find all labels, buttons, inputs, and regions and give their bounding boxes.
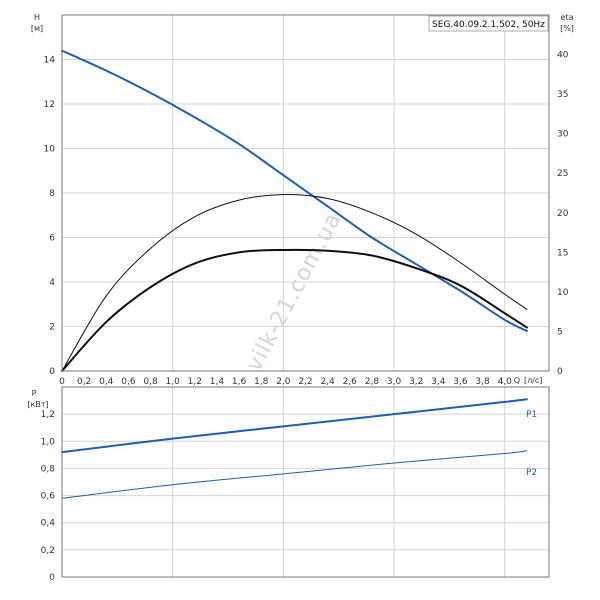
top-plot-frame (61, 14, 550, 372)
h-axis-unit: [м] (31, 24, 43, 33)
h-tick-label: 2 (49, 323, 55, 333)
head-curve (61, 49, 528, 332)
p-tick-label: 0,8 (41, 464, 56, 474)
p2-series-label: P2 (526, 468, 537, 478)
q-tick-label: 1,8 (254, 377, 269, 387)
model-label-box (428, 15, 549, 32)
p-tick-label: 1,2 (41, 410, 55, 420)
q-tick-label: 2,0 (276, 377, 291, 387)
q-tick-label: 0,2 (77, 377, 91, 387)
p-tick-label: 0 (49, 573, 55, 583)
q-tick-label: 2,4 (320, 377, 335, 387)
q-tick-label: 3,8 (475, 377, 490, 387)
q-tick-label: 2,6 (343, 377, 358, 387)
eta-tick-label: 25 (557, 169, 568, 179)
q-tick-label: 3,6 (453, 377, 468, 387)
q-tick-label: 1,0 (166, 377, 181, 387)
q-tick-label: 4,0 (498, 377, 513, 387)
bottom-plot-frame (61, 386, 550, 578)
h-axis-name: H (34, 13, 40, 22)
p1-curve (61, 398, 528, 454)
efficiency-curve-thin (61, 194, 528, 372)
q-tick-label: 1,2 (188, 377, 202, 387)
eta-tick-label: 0 (557, 367, 563, 377)
p1-series-label: P1 (526, 410, 537, 420)
p-tick-label: 1,0 (41, 437, 56, 447)
h-tick-label: 14 (44, 56, 56, 66)
p-tick-label: 0,4 (41, 519, 56, 529)
efficiency-curve-thick (61, 248, 528, 372)
q-tick-label: 3,2 (409, 377, 423, 387)
eta-tick-label: 35 (557, 90, 568, 100)
tick-labels: 0 2 4 6 8 10 12 14 0 5 10 15 20 25 30 35 40 0 0,2 0,4 0,6 0,8… (41, 51, 569, 583)
q-tick-label: 0 (59, 377, 65, 387)
p-tick-label: 0,6 (41, 492, 56, 502)
p-axis-unit: [кВт] (27, 400, 48, 409)
q-tick-label: 2,2 (298, 377, 312, 387)
eta-tick-label: 30 (557, 130, 569, 140)
q-tick-label: 3,0 (387, 377, 402, 387)
q-tick-label: 1,6 (232, 377, 247, 387)
h-tick-label: 0 (49, 367, 55, 377)
top-series (61, 49, 528, 372)
q-tick-label: 0,4 (99, 377, 114, 387)
q-tick-label: 2,8 (365, 377, 380, 387)
p2-curve (61, 450, 528, 499)
eta-tick-label: 10 (557, 288, 569, 298)
eta-tick-label: 15 (557, 248, 568, 258)
p-tick-label: 0,2 (41, 546, 55, 556)
p-axis-name: P (32, 389, 37, 398)
q-tick-label: 3,4 (431, 377, 446, 387)
eta-axis-unit: [%] (560, 24, 574, 33)
q-axis-name: Q (514, 376, 520, 385)
q-tick-label: 0,8 (143, 377, 158, 387)
h-tick-label: 8 (49, 189, 55, 199)
eta-tick-label: 40 (557, 51, 569, 61)
h-tick-label: 10 (44, 145, 56, 155)
h-tick-label: 12 (44, 100, 55, 110)
model-label: SEG.40.09.2.1.502, 50Hz (432, 20, 545, 30)
h-tick-label: 4 (49, 278, 55, 288)
bottom-series (61, 398, 528, 499)
top-grid (62, 15, 549, 371)
bottom-grid (62, 387, 549, 577)
eta-axis-name: eta (561, 13, 574, 22)
q-tick-label: 1,4 (210, 377, 225, 387)
eta-tick-label: 20 (557, 209, 569, 219)
eta-tick-label: 5 (557, 327, 563, 337)
q-axis-unit: [л/с] (524, 376, 542, 385)
q-tick-label: 0,6 (121, 377, 136, 387)
h-tick-label: 6 (49, 234, 55, 244)
